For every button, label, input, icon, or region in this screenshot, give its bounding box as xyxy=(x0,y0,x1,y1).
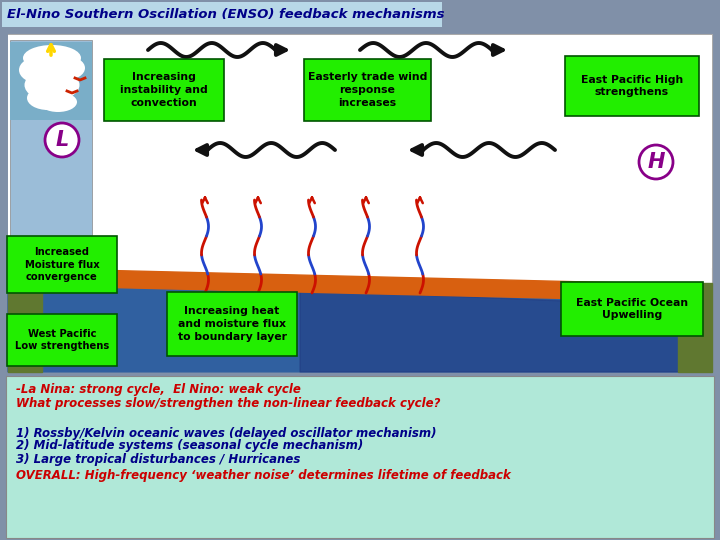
FancyBboxPatch shape xyxy=(167,292,297,356)
FancyBboxPatch shape xyxy=(565,56,699,116)
Text: Easterly trade wind
response
increases: Easterly trade wind response increases xyxy=(308,72,427,108)
FancyBboxPatch shape xyxy=(7,314,117,366)
Polygon shape xyxy=(8,266,42,372)
Text: 3) Large tropical disturbances / Hurricanes: 3) Large tropical disturbances / Hurrica… xyxy=(16,453,300,465)
FancyBboxPatch shape xyxy=(104,59,224,121)
Text: 1) Rossby/Kelvin oceanic waves (delayed oscillator mechanism): 1) Rossby/Kelvin oceanic waves (delayed … xyxy=(16,427,436,440)
Ellipse shape xyxy=(27,86,69,110)
Text: What processes slow/strengthen the non-linear feedback cycle?: What processes slow/strengthen the non-l… xyxy=(16,397,441,410)
Polygon shape xyxy=(8,285,712,372)
Text: Increasing
instability and
convection: Increasing instability and convection xyxy=(120,72,208,108)
Ellipse shape xyxy=(24,69,79,101)
Circle shape xyxy=(45,123,79,157)
Circle shape xyxy=(639,145,673,179)
Bar xyxy=(8,35,712,268)
Text: El-Nino Southern Oscillation (ENSO) feedback mechanisms: El-Nino Southern Oscillation (ENSO) feed… xyxy=(7,8,444,21)
Text: East Pacific High
strengthens: East Pacific High strengthens xyxy=(581,75,683,97)
Ellipse shape xyxy=(19,57,57,83)
Bar xyxy=(8,34,712,372)
FancyBboxPatch shape xyxy=(561,282,703,336)
Text: H: H xyxy=(647,152,665,172)
FancyBboxPatch shape xyxy=(6,376,714,538)
Ellipse shape xyxy=(39,92,77,112)
Text: Increasing heat
and moisture flux
to boundary layer: Increasing heat and moisture flux to bou… xyxy=(178,306,287,342)
Bar xyxy=(2,2,442,27)
Text: Increased
Moisture flux
convergence: Increased Moisture flux convergence xyxy=(24,247,99,282)
Text: 2) Mid-latitude systems (seasonal cycle mechanism): 2) Mid-latitude systems (seasonal cycle … xyxy=(16,440,364,453)
Text: OVERALL: High-frequency ‘weather noise’ determines lifetime of feedback: OVERALL: High-frequency ‘weather noise’ … xyxy=(16,469,511,483)
Ellipse shape xyxy=(23,45,81,71)
Text: West Pacific
Low strengthens: West Pacific Low strengthens xyxy=(15,329,109,352)
Bar xyxy=(10,42,92,120)
Bar xyxy=(10,40,92,266)
Text: -La Nina: strong cycle,  El Nino: weak cycle: -La Nina: strong cycle, El Nino: weak cy… xyxy=(16,383,301,396)
FancyBboxPatch shape xyxy=(7,236,117,293)
Polygon shape xyxy=(8,268,712,302)
Ellipse shape xyxy=(47,56,85,80)
Text: L: L xyxy=(55,130,68,150)
Polygon shape xyxy=(678,283,712,372)
Text: East Pacific Ocean
Upwelling: East Pacific Ocean Upwelling xyxy=(576,298,688,320)
Polygon shape xyxy=(300,290,712,372)
FancyBboxPatch shape xyxy=(304,59,431,121)
